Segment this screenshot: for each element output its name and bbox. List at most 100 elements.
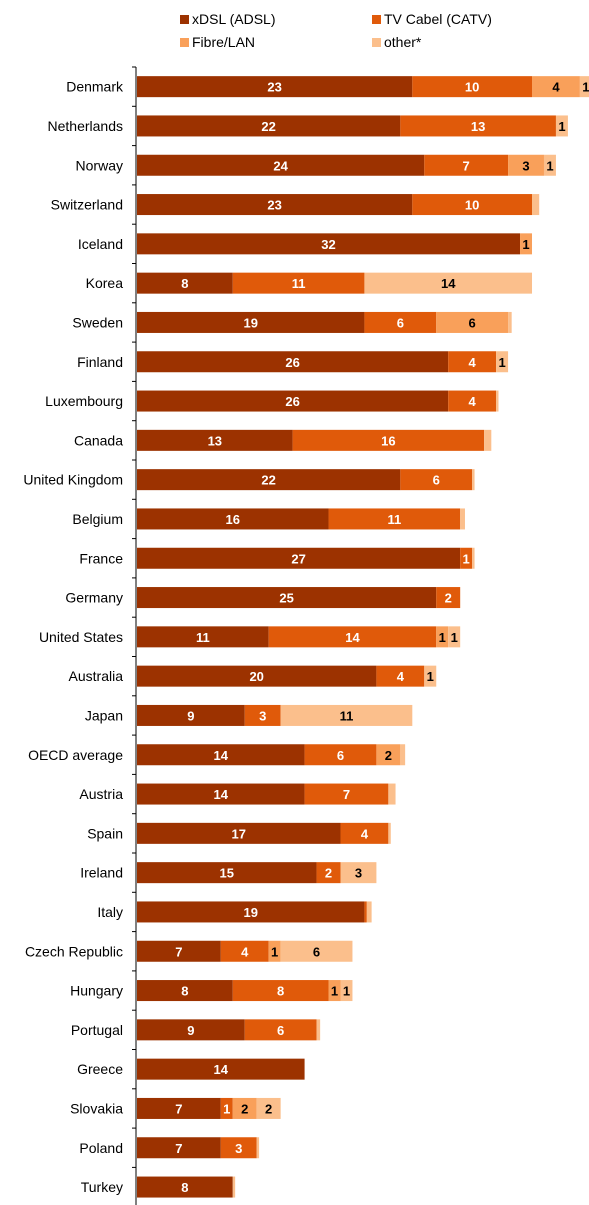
bar-segment <box>436 587 461 609</box>
bar-segment <box>520 233 533 255</box>
data-label: 22 <box>261 119 275 134</box>
bar-segment <box>137 1137 221 1159</box>
data-label: 6 <box>277 1023 284 1038</box>
data-label: 6 <box>469 315 476 330</box>
bar-segment <box>292 429 485 451</box>
bar-segment <box>376 665 425 687</box>
bar-segment <box>304 783 389 805</box>
category-label: Czech Republic <box>25 943 123 959</box>
legend-label-fibre: Fibre/LAN <box>192 34 256 50</box>
data-label: 11 <box>196 630 210 645</box>
category-label: Norway <box>76 157 123 173</box>
bar-segment <box>472 547 475 569</box>
data-label: 14 <box>214 748 229 763</box>
bar-segment <box>137 1176 233 1198</box>
category-label: United States <box>39 629 123 645</box>
bar-segment <box>137 1019 245 1041</box>
category-label: Italy <box>97 904 123 920</box>
category-label: Greece <box>77 1061 123 1077</box>
data-label: 11 <box>292 276 306 291</box>
bar-segment <box>364 311 437 333</box>
data-label: 10 <box>465 198 479 213</box>
data-label: 1 <box>498 355 505 370</box>
bar-segment <box>137 665 377 687</box>
bar-segment <box>137 587 437 609</box>
data-label: 4 <box>361 826 369 841</box>
data-label: 1 <box>271 944 278 959</box>
bar-segment <box>412 76 533 98</box>
category-label: Slovakia <box>70 1100 123 1116</box>
data-label: 8 <box>181 984 188 999</box>
data-label: 17 <box>232 826 246 841</box>
bar-segment <box>137 508 329 530</box>
bar-segment <box>137 390 449 412</box>
legend-item-other: other* <box>372 34 421 50</box>
data-label: 16 <box>381 433 395 448</box>
bar-segment <box>316 862 341 884</box>
data-label: 32 <box>321 237 335 252</box>
legend-item-catv: TV Cabel (CATV) <box>372 11 492 27</box>
data-label: 6 <box>433 473 440 488</box>
bar-segment <box>460 547 473 569</box>
bar-segment <box>137 115 401 137</box>
bar-segment <box>137 783 305 805</box>
bar-segment <box>232 1097 257 1119</box>
bar-segment <box>220 940 269 962</box>
bar-segment <box>448 351 497 373</box>
bar-segment <box>137 233 521 255</box>
bar-segment <box>256 1097 281 1119</box>
category-label: Ireland <box>80 865 123 881</box>
data-label: 1 <box>331 984 338 999</box>
data-label: 1 <box>558 119 565 134</box>
bar-segment <box>400 469 473 491</box>
data-label: 15 <box>220 866 234 881</box>
bar-segment <box>137 351 449 373</box>
category-label: Japan <box>85 707 123 723</box>
bar-segment <box>579 76 589 98</box>
bar-segment <box>328 980 341 1002</box>
category-label: Finland <box>77 354 123 370</box>
bar-segment <box>137 194 413 216</box>
bar-segment <box>232 272 365 294</box>
data-label: 14 <box>345 630 360 645</box>
data-label: 1 <box>522 237 529 252</box>
legend: xDSL (ADSL) TV Cabel (CATV) Fibre/LAN ot… <box>0 0 589 56</box>
bar-segment <box>508 154 544 176</box>
bar-segment <box>328 508 461 530</box>
bar-segment <box>555 115 568 137</box>
data-label: 7 <box>175 1141 182 1156</box>
bar-segment <box>280 940 353 962</box>
bar-segment <box>543 154 556 176</box>
data-label: 23 <box>267 198 281 213</box>
bar-segment <box>137 940 221 962</box>
data-label: 11 <box>340 708 354 723</box>
data-label: 3 <box>235 1141 242 1156</box>
legend-label-catv: TV Cabel (CATV) <box>384 11 492 27</box>
data-label: 3 <box>355 866 362 881</box>
category-label: Canada <box>74 432 123 448</box>
data-label: 2 <box>445 591 452 606</box>
data-label: 4 <box>552 80 560 95</box>
data-label: 2 <box>265 1101 272 1116</box>
bar-segment <box>436 311 509 333</box>
data-label: 1 <box>343 984 350 999</box>
bar-segment <box>137 901 365 923</box>
category-label: Germany <box>65 590 123 606</box>
category-label: Switzerland <box>51 197 123 213</box>
data-label: 27 <box>291 551 305 566</box>
data-label: 4 <box>397 669 405 684</box>
bar-segment <box>400 744 406 766</box>
bar-segment <box>137 154 425 176</box>
bar-segment <box>220 1137 257 1159</box>
data-label: 13 <box>208 433 222 448</box>
bar-segment <box>376 744 401 766</box>
data-label: 25 <box>279 591 293 606</box>
category-label: Luxembourg <box>45 393 123 409</box>
category-label: Korea <box>86 275 124 291</box>
bar-segment <box>496 390 499 412</box>
data-label: 3 <box>522 158 529 173</box>
legend-swatch-fibre <box>180 37 189 47</box>
data-label: 2 <box>385 748 392 763</box>
bar-segment <box>232 980 329 1002</box>
